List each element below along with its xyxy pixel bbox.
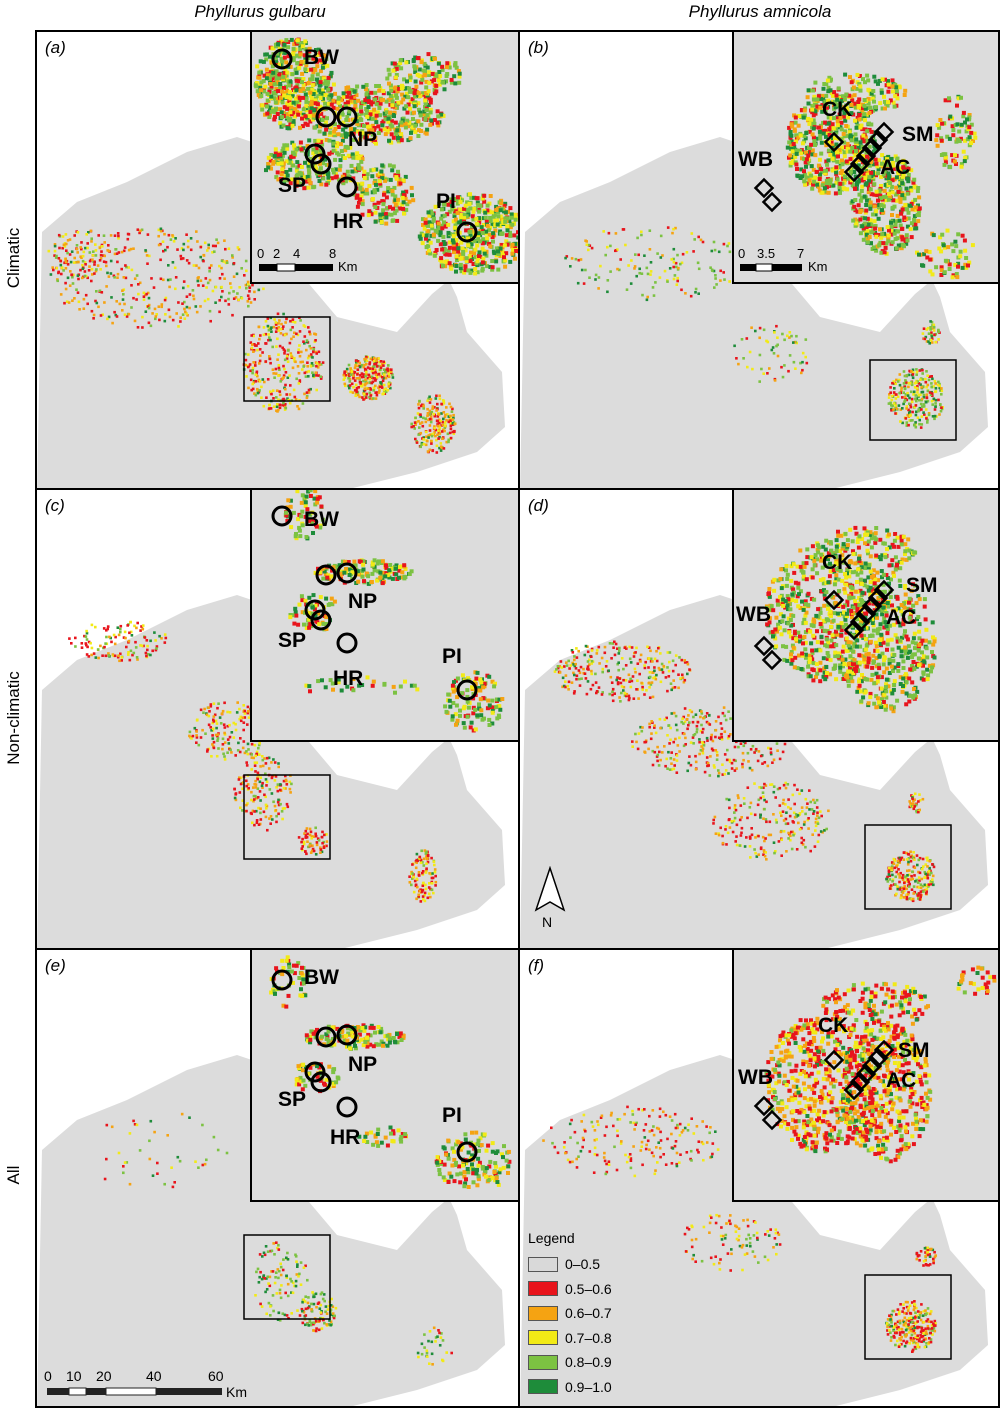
legend: Legend 0–0.5 0.5–0.6 0.6–0.7 0.7–0.8 0.8… [528, 1230, 612, 1399]
site-label-ck: CK [822, 551, 853, 574]
site-label-sm: SM [902, 123, 934, 146]
site-label-pi: PI [436, 190, 456, 213]
inset-map-gulbaru-c [250, 488, 520, 742]
site-label-pi: PI [442, 645, 462, 668]
column-header-gulbaru: Phyllurus gulbaru [194, 2, 326, 21]
panel-label: (e) [45, 956, 66, 975]
site-label-wb: WB [738, 1066, 773, 1089]
legend-swatch [528, 1379, 558, 1395]
north-arrow-icon [532, 865, 568, 921]
site-label-sm: SM [898, 1039, 930, 1062]
site-label-sp: SP [278, 1088, 307, 1111]
region-map [37, 1055, 505, 1406]
site-label-pi: PI [442, 1104, 462, 1127]
site-label-bw: BW [304, 46, 339, 69]
panel-label: (b) [528, 38, 549, 57]
region-map [37, 595, 505, 948]
site-label-sp: SP [278, 629, 307, 652]
site-label-hr: HR [333, 667, 364, 690]
legend-item: 0–0.5 [528, 1252, 612, 1277]
legend-item: 0.5–0.6 [528, 1277, 612, 1302]
legend-title: Legend [528, 1230, 575, 1246]
region-map [520, 1055, 988, 1406]
legend-item: 0.6–0.7 [528, 1301, 612, 1326]
inset-map-gulbaru-e [250, 948, 520, 1202]
inset-map-gulbaru-a [250, 30, 520, 284]
legend-swatch [528, 1305, 558, 1321]
site-label-ac: AC [886, 606, 917, 629]
site-label-np: NP [348, 128, 378, 151]
panel-label: (a) [45, 38, 66, 57]
site-label-ck: CK [818, 1014, 849, 1037]
site-label-ac: AC [880, 156, 911, 179]
site-label-bw: BW [304, 966, 339, 989]
site-label-hr: HR [330, 1126, 361, 1149]
legend-item: 0.9–1.0 [528, 1375, 612, 1400]
legend-item: 0.7–0.8 [528, 1326, 612, 1351]
legend-swatch [528, 1256, 558, 1272]
region-map [520, 137, 988, 488]
panel-label: (d) [528, 496, 549, 515]
panel-label: (c) [45, 496, 65, 515]
site-label-bw: BW [304, 508, 339, 531]
column-header-amnicola: Phyllurus amnicola [688, 2, 832, 21]
legend-swatch [528, 1330, 558, 1346]
north-label: N [542, 914, 553, 930]
legend-swatch [528, 1281, 558, 1297]
site-label-np: NP [348, 590, 378, 613]
region-map [520, 595, 988, 948]
site-label-ck: CK [822, 98, 853, 121]
site-label-wb: WB [738, 148, 773, 171]
panel-label: (f) [528, 956, 545, 975]
site-label-sp: SP [278, 174, 307, 197]
region-map [37, 137, 505, 488]
inset-map-amnicola-b [732, 30, 1000, 284]
inset-map-amnicola-f [732, 948, 1000, 1202]
site-label-hr: HR [333, 210, 364, 233]
site-label-ac: AC [886, 1069, 917, 1092]
inset-map-amnicola-d [732, 488, 1000, 742]
site-label-np: NP [348, 1053, 378, 1076]
legend-item: 0.8–0.9 [528, 1350, 612, 1375]
site-label-wb: WB [736, 603, 771, 626]
site-label-sm: SM [906, 574, 938, 597]
legend-swatch [528, 1354, 558, 1370]
